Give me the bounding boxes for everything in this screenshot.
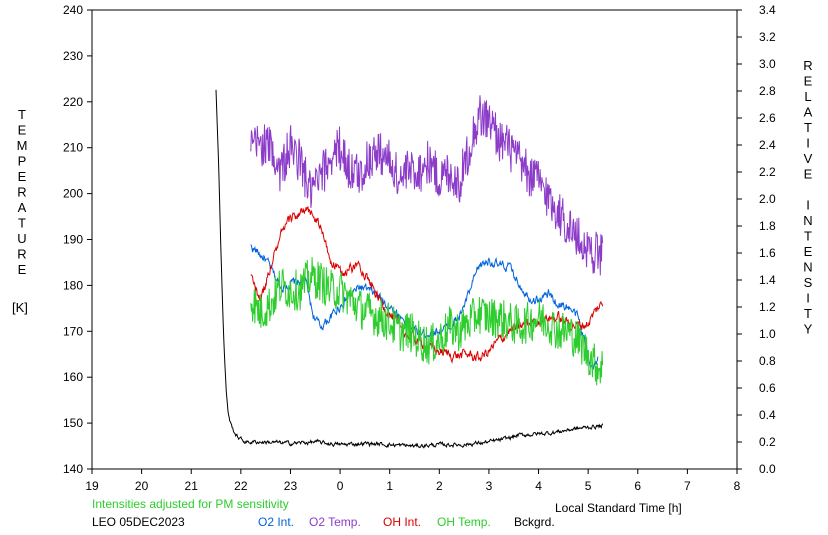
y-right-tick-label: 1.4: [759, 273, 776, 287]
x-tick-label: 19: [85, 479, 99, 493]
y-right-title-letter: S: [804, 275, 813, 290]
y-right-tick-label: 2.2: [759, 165, 776, 179]
y-left-title-letter: A: [18, 200, 27, 215]
pm-sensitivity-note: Intensities adjusted for PM sensitivity: [92, 497, 289, 511]
plot-frame: [91, 9, 738, 470]
y-left-tick-label: 180: [63, 278, 83, 292]
y-right-tick-label: 0.0: [759, 462, 776, 476]
x-tick-label: 1: [386, 479, 393, 493]
y-left-tick-label: 190: [63, 233, 83, 247]
y-left-title-letter: R: [17, 247, 26, 262]
y-left-title-letter: U: [17, 231, 26, 246]
y-right-tick-label: 0.4: [759, 408, 776, 422]
x-tick-label: 8: [734, 479, 741, 493]
y-right-title-letter: T: [804, 120, 812, 135]
y-right-title-letter: E: [804, 74, 813, 89]
y-right-title-letter: A: [804, 105, 813, 120]
y-left-tick-label: 200: [63, 187, 83, 201]
y-left-tick-label: 160: [63, 370, 83, 384]
legend: O2 Int. O2 Temp. OH Int. OH Temp. Bckgrd.: [258, 515, 555, 529]
y-right-tick-label: 0.6: [759, 381, 776, 395]
y-right-tick-label: 2.8: [759, 84, 776, 98]
y-right-title-letter: R: [803, 58, 812, 73]
x-tick-label: 2: [436, 479, 443, 493]
x-tick-label: 4: [535, 479, 542, 493]
y-right-title-letter: N: [803, 213, 812, 228]
y-left-tick-label: 220: [63, 95, 83, 109]
y-left-title-letter: T: [18, 216, 26, 231]
y-right-tick-label: 3.4: [759, 3, 776, 17]
y-right-tick-label: 1.2: [759, 300, 776, 314]
y-left-tick-label: 230: [63, 49, 83, 63]
y-right-title-letter: I: [806, 291, 810, 306]
y-left-title-letter: E: [18, 123, 27, 138]
y-right-tick-label: 2.0: [759, 192, 776, 206]
y-left-tick-label: 170: [63, 324, 83, 338]
y-right-tick-label: 1.0: [759, 327, 776, 341]
x-tick-label: 3: [486, 479, 493, 493]
axis-ticks: [87, 9, 742, 474]
site-date-label: LEO 05DEC2023: [92, 515, 185, 529]
y-left-tick-label: 210: [63, 141, 83, 155]
y-right-tick-label: 2.4: [759, 138, 776, 152]
y-right-title-letter: I: [806, 198, 810, 213]
x-tick-label: 23: [284, 479, 298, 493]
x-tick-label: 22: [234, 479, 248, 493]
y-left-tick-label: 240: [63, 3, 83, 17]
y-right-title-letter: T: [804, 229, 812, 244]
y-left-title-letter: P: [18, 154, 27, 169]
x-tick-label: 7: [684, 479, 691, 493]
legend-entry: OH Temp.: [437, 515, 491, 529]
x-tick-label: 0: [337, 479, 344, 493]
y-right-tick-label: 1.6: [759, 246, 776, 260]
x-tick-label: 21: [185, 479, 199, 493]
y-right-tick-label: 0.2: [759, 435, 776, 449]
y-right-title-letter: T: [804, 306, 812, 321]
y-right-title-letter: E: [804, 244, 813, 259]
series-oh-temp: [250, 257, 604, 386]
series-bckgrd: [215, 89, 603, 449]
axis-labels: 19 20 21 22 23 0 1 2 3 4 5 6 7 8140150160170180190200…: [17, 3, 813, 493]
series-o2-temp: [250, 95, 604, 276]
series-layer: [215, 89, 604, 449]
y-right-title-letter: Y: [804, 322, 813, 337]
legend-entry: O2 Int.: [258, 515, 294, 529]
x-tick-label: 6: [634, 479, 641, 493]
x-tick-label: 20: [135, 479, 149, 493]
y-right-title-letter: E: [804, 167, 813, 182]
y-left-title-letter: E: [18, 169, 27, 184]
legend-entry: O2 Temp.: [309, 515, 361, 529]
legend-entry: Bckgrd.: [514, 515, 555, 529]
y-right-tick-label: 1.8: [759, 219, 776, 233]
legend-entry: OH Int.: [383, 515, 421, 529]
y-left-tick-label: 150: [63, 416, 83, 430]
y-right-title-letter: L: [804, 89, 811, 104]
x-tick-label: 5: [585, 479, 592, 493]
y-left-tick-label: 140: [63, 462, 83, 476]
y-left-title-letter: M: [17, 138, 28, 153]
y-right-tick-label: 3.2: [759, 30, 776, 44]
y-right-tick-label: 2.6: [759, 111, 776, 125]
y-right-tick-label: 3.0: [759, 57, 776, 71]
y-right-title-letter: N: [803, 260, 812, 275]
y-left-title-letter: T: [18, 107, 26, 122]
y-left-title-letter: R: [17, 185, 26, 200]
y-right-title-letter: I: [806, 136, 810, 151]
x-axis-title: Local Standard Time [h]: [555, 501, 682, 515]
y-right-title-letter: V: [804, 151, 813, 166]
y-left-title-letter: E: [18, 262, 27, 277]
y-left-unit: [K]: [12, 300, 28, 315]
y-right-tick-label: 0.8: [759, 354, 776, 368]
